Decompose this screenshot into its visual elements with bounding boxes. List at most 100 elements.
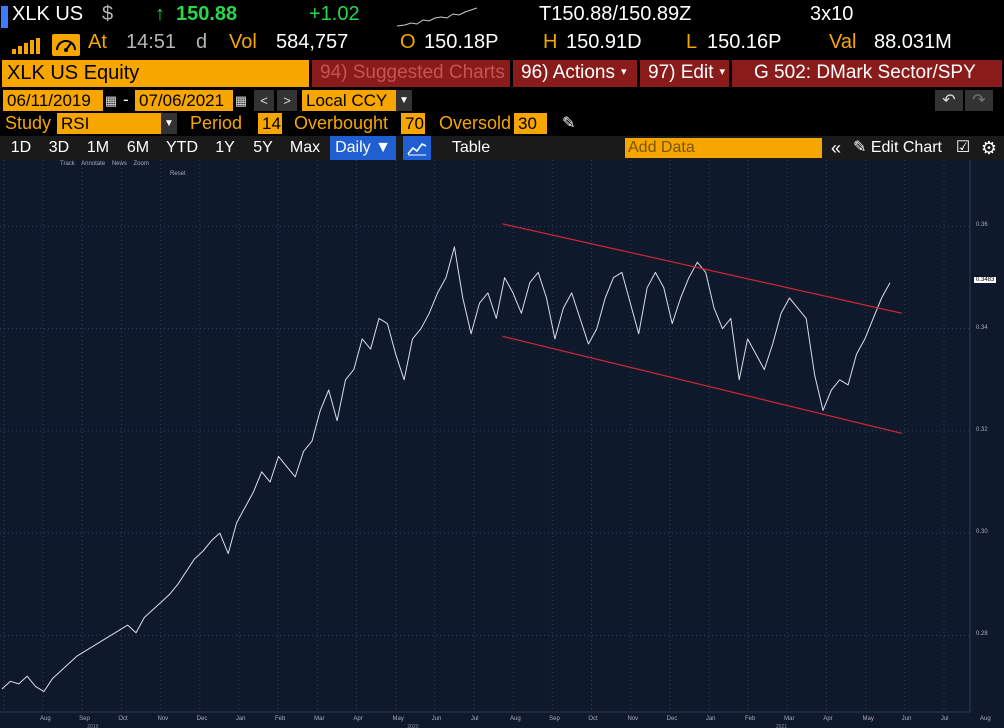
end-date-field[interactable]: 07/06/2021 bbox=[135, 90, 233, 111]
x-tick-label: May bbox=[862, 716, 874, 722]
period-label: Period bbox=[190, 113, 243, 133]
quote-detail-row: At 14:51 d Vol 584,757 O 150.18P H 150.9… bbox=[0, 30, 1004, 58]
x-tick-label: Dec bbox=[196, 716, 208, 722]
vol-label: Vol bbox=[229, 31, 257, 53]
period-field[interactable]: 14 bbox=[258, 113, 282, 134]
actions-menu[interactable]: 96) Actions ▾ bbox=[513, 60, 637, 87]
x-tick-label: May bbox=[392, 716, 404, 722]
range-1m[interactable]: 1M bbox=[86, 139, 110, 156]
pencil-icon[interactable]: ✎ bbox=[562, 115, 576, 132]
x-tick-label: Jul bbox=[940, 716, 949, 722]
pencil-icon: ✎ bbox=[853, 139, 867, 156]
ticker[interactable]: XLK US bbox=[12, 3, 84, 25]
x-tick-label: Feb bbox=[745, 716, 756, 722]
range-6m[interactable]: 6M bbox=[126, 139, 150, 156]
x-tick-label: Jul bbox=[470, 716, 479, 722]
x-tick-label: Feb bbox=[275, 716, 286, 722]
collapse-icon[interactable]: « bbox=[830, 138, 841, 158]
redo-icon[interactable]: ↷ bbox=[965, 90, 993, 111]
start-date-field[interactable]: 06/11/2019 bbox=[3, 90, 103, 111]
calendar-icon[interactable]: ▦ bbox=[103, 90, 119, 111]
quote-header: XLK US $ ↑ 150.88 +1.02 T150.88/150.89Z … bbox=[0, 2, 1004, 30]
at-label: At bbox=[88, 31, 107, 53]
val-label: Val bbox=[829, 31, 857, 53]
study-select[interactable]: RSI bbox=[57, 113, 161, 134]
gear-icon[interactable]: ⚙ bbox=[980, 138, 998, 158]
edit-chart-button[interactable]: ✎ Edit Chart bbox=[853, 136, 945, 160]
security-bar: XLK US Equity 94) Suggested Charts 96) A… bbox=[0, 60, 1004, 87]
chart-toolbar: 1D 3D 1M 6M YTD 1Y 5Y Max Daily ▼ Table … bbox=[0, 136, 1004, 160]
chevron-down-icon[interactable]: ▼ bbox=[161, 113, 177, 134]
high-label: H bbox=[543, 31, 558, 53]
x-tick-label: Jan bbox=[705, 716, 716, 722]
news-tool[interactable]: News bbox=[111, 161, 127, 167]
x-tick-label: Nov bbox=[157, 716, 169, 722]
rsi-chart bbox=[0, 160, 971, 713]
x-tick-label: Jun bbox=[431, 716, 442, 722]
chart-name[interactable]: G 502: DMark Sector/SPY bbox=[732, 60, 1002, 87]
selection-marker bbox=[1, 6, 8, 28]
calendar-icon[interactable]: ▦ bbox=[233, 90, 249, 111]
range-3d[interactable]: 3D bbox=[48, 139, 70, 156]
next-period-button[interactable]: > bbox=[277, 90, 297, 111]
actions-label: 96) Actions bbox=[521, 62, 615, 83]
range-1y[interactable]: 1Y bbox=[215, 139, 235, 156]
lower-channel-trendline bbox=[502, 335, 903, 435]
volume: 584,757 bbox=[276, 31, 349, 53]
range-max[interactable]: Max bbox=[289, 139, 321, 156]
up-arrow-icon: ↑ bbox=[155, 3, 165, 25]
currency-select[interactable]: Local CCY bbox=[302, 90, 396, 111]
zoom-tool[interactable]: Zoom bbox=[133, 161, 149, 167]
low-price: 150.16P bbox=[707, 31, 782, 53]
oversold-field[interactable]: 30 bbox=[514, 113, 547, 134]
track-tool[interactable]: Track bbox=[60, 161, 75, 167]
prev-period-button[interactable]: < bbox=[254, 90, 274, 111]
year-label: 2020 bbox=[407, 724, 419, 728]
upper-channel-trendline bbox=[502, 223, 903, 314]
edit-layout-icon[interactable]: ☑ bbox=[955, 139, 971, 156]
signal-strength-icon bbox=[12, 38, 40, 54]
x-tick-label: Mar bbox=[784, 716, 795, 722]
chevron-down-icon: ▾ bbox=[621, 66, 627, 78]
undo-icon[interactable]: ↶ bbox=[935, 90, 963, 111]
study-label: Study bbox=[5, 113, 52, 133]
study-row: Study RSI ▼ Period 14 Overbought 70 Over… bbox=[0, 113, 1004, 135]
y-tick-label: 0.34 bbox=[976, 324, 988, 331]
edit-chart-label: Edit Chart bbox=[870, 139, 942, 156]
oversold-label: Oversold bbox=[439, 113, 512, 133]
x-tick-label: Aug bbox=[980, 716, 991, 722]
overbought-field[interactable]: 70 bbox=[401, 113, 425, 134]
last-trade-time: 14:51 bbox=[126, 31, 177, 53]
price-change: +1.02 bbox=[309, 3, 360, 25]
edit-label: 97) Edit bbox=[648, 62, 714, 83]
open-price: 150.18P bbox=[424, 31, 499, 53]
x-tick-label: Nov bbox=[627, 716, 639, 722]
security-title[interactable]: XLK US Equity bbox=[2, 60, 309, 87]
add-data-input[interactable]: Add Data bbox=[625, 138, 822, 158]
year-label: 2019 bbox=[87, 724, 99, 728]
x-tick-label: Apr bbox=[823, 716, 833, 722]
range-5y[interactable]: 5Y bbox=[253, 139, 273, 156]
range-1d[interactable]: 1D bbox=[10, 139, 32, 156]
speedometer-icon[interactable] bbox=[52, 34, 80, 56]
range-ytd[interactable]: YTD bbox=[166, 139, 198, 156]
x-tick-label: Mar bbox=[314, 716, 325, 722]
low-label: L bbox=[686, 31, 698, 53]
high-price: 150.91D bbox=[566, 31, 642, 53]
x-tick-label: Dec bbox=[666, 716, 678, 722]
edit-menu[interactable]: 97) Edit ▾ bbox=[640, 60, 729, 87]
line-chart-icon[interactable] bbox=[403, 136, 431, 160]
table-button[interactable]: Table bbox=[451, 139, 491, 156]
chevron-down-icon: ▾ bbox=[719, 66, 726, 78]
x-tick-label: Jun bbox=[901, 716, 912, 722]
x-tick-label: Jan bbox=[235, 716, 246, 722]
year-label: 2021 bbox=[776, 724, 788, 728]
frequency-select[interactable]: Daily ▼ bbox=[330, 136, 396, 160]
x-tick-label: Oct bbox=[588, 716, 598, 722]
suggested-charts-button[interactable]: 94) Suggested Charts bbox=[312, 60, 510, 87]
rsi-series-line bbox=[1, 246, 891, 693]
chart-area[interactable]: Track Annotate News Zoom Reset 0.3483 0.… bbox=[0, 160, 1004, 728]
annotate-tool[interactable]: Annotate bbox=[81, 161, 106, 167]
reset-button[interactable]: Reset bbox=[170, 171, 186, 177]
chevron-down-icon[interactable]: ▼ bbox=[396, 90, 412, 111]
